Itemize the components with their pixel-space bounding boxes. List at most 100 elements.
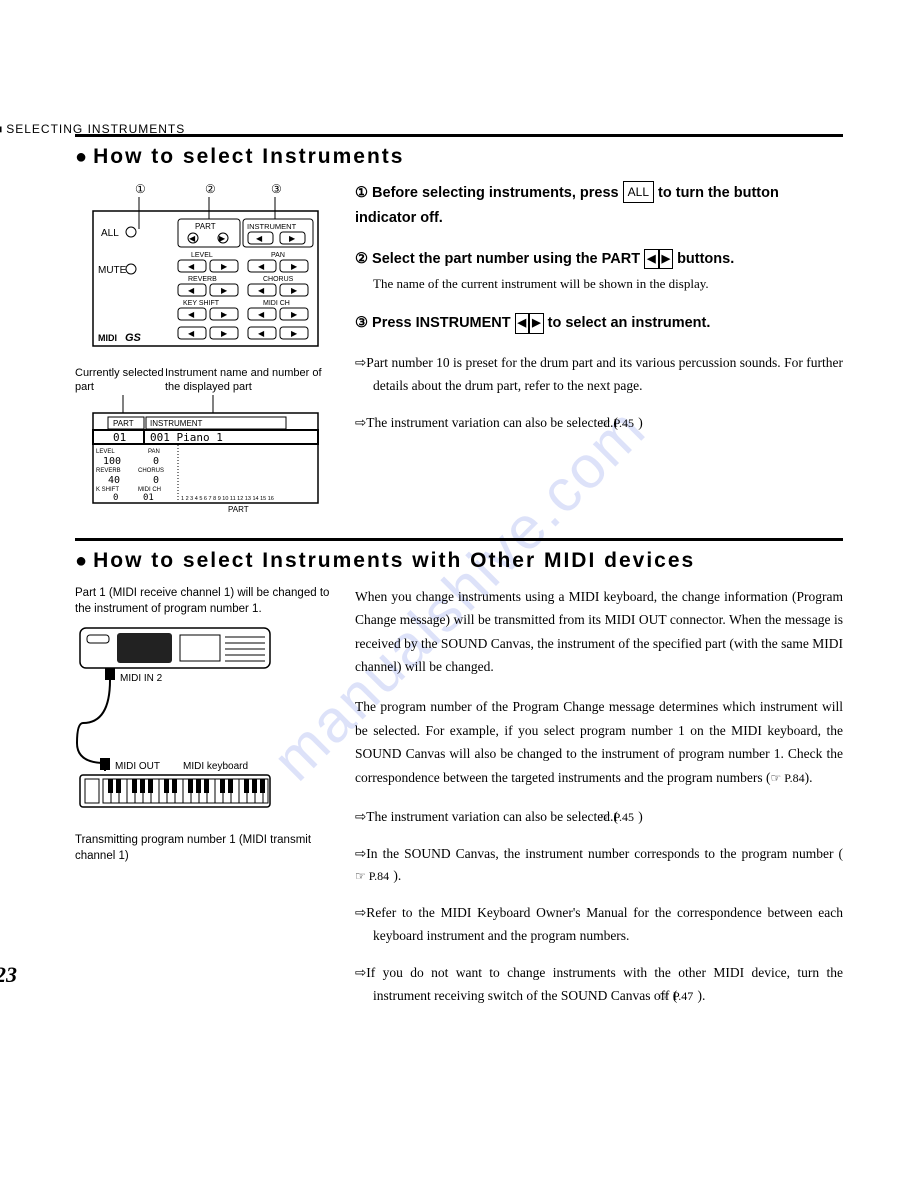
- svg-text:ALL: ALL: [101, 228, 119, 239]
- svg-text:▶: ▶: [221, 262, 228, 271]
- step-3-num: ③: [355, 311, 368, 336]
- svg-text:001 Piano 1: 001 Piano 1: [150, 431, 223, 444]
- step-1: ① Before selecting instruments, press AL…: [355, 181, 843, 231]
- svg-text:▶: ▶: [289, 234, 296, 243]
- svg-text:MUTE: MUTE: [98, 265, 127, 276]
- s2n1-ref: ☞ P.45: [618, 807, 638, 827]
- section1-note-2: ⇨The instrument variation can also be se…: [355, 412, 843, 435]
- s2n4-ref: ☞ P.47: [677, 986, 697, 1006]
- all-button-label: ALL: [623, 181, 654, 203]
- svg-text:◀: ◀: [258, 286, 265, 295]
- svg-text:0: 0: [153, 475, 159, 486]
- inst-arrows-label: ◀: [515, 313, 529, 334]
- svg-text:PART: PART: [228, 505, 249, 514]
- inst-arrows-label2: ▶: [529, 313, 543, 334]
- svg-text:01: 01: [143, 493, 154, 503]
- svg-text:◀: ◀: [256, 234, 263, 243]
- step-3: ③ Press INSTRUMENT ◀▶ to select an instr…: [355, 311, 843, 336]
- svg-text:INSTRUMENT: INSTRUMENT: [247, 222, 297, 231]
- divider-2: [75, 538, 843, 541]
- svg-text:PAN: PAN: [148, 449, 160, 455]
- svg-text:PAN: PAN: [271, 252, 285, 259]
- section2-left-column: Part 1 (MIDI receive channel 1) will be …: [75, 585, 335, 1023]
- display-caption-left: Currently selected part: [75, 366, 165, 395]
- svg-text:GS: GS: [125, 332, 142, 344]
- s2n1-pre: ⇨The instrument variation can also be se…: [355, 809, 618, 824]
- step-2-post: buttons.: [677, 251, 734, 267]
- section1-right-column: ① Before selecting instruments, press AL…: [355, 181, 843, 520]
- svg-text:REVERB: REVERB: [188, 276, 217, 283]
- svg-text:PART: PART: [195, 222, 216, 231]
- step-2: ② Select the part number using the PART …: [355, 247, 843, 296]
- lcd-display-diagram: PART INSTRUMENT 01 001 Piano 1 LEVEL PAN…: [83, 395, 323, 515]
- section2-note-2: ⇨In the SOUND Canvas, the instrument num…: [355, 843, 843, 889]
- svg-text:LEVEL: LEVEL: [191, 252, 213, 259]
- section2-caption: Part 1 (MIDI receive channel 1) will be …: [75, 585, 335, 617]
- svg-text:LEVEL: LEVEL: [96, 449, 115, 455]
- para2-post: ).: [805, 770, 813, 785]
- note2-ref: ☞ P.45: [618, 413, 638, 433]
- step-2-sub: The name of the current instrument will …: [373, 273, 843, 295]
- section1-note-1: ⇨Part number 10 is preset for the drum p…: [355, 352, 843, 398]
- svg-text:REVERB: REVERB: [96, 468, 121, 474]
- display-caption-right: Instrument name and number of the displa…: [165, 366, 335, 395]
- part-arrows-label: ◀: [644, 249, 658, 270]
- svg-text:▶: ▶: [221, 310, 228, 319]
- section1-left-column: ① ② ③ ALL MUTE PART ◀ ▶ INSTRUMENT: [75, 181, 335, 520]
- svg-text:▶: ▶: [291, 286, 298, 295]
- svg-text:▶: ▶: [291, 329, 298, 338]
- svg-text:40: 40: [108, 475, 120, 486]
- section1-title: How to select Instruments: [75, 145, 843, 169]
- part-arrows-label2: ▶: [659, 249, 673, 270]
- svg-text:1 2 3 4 5 6 7 8 9 10 11 12 13: 1 2 3 4 5 6 7 8 9 10 11 12 13 14 15 16: [181, 496, 274, 502]
- step-3-post: to select an instrument.: [548, 315, 711, 331]
- note2-pre: ⇨The instrument variation can also be se…: [355, 415, 618, 430]
- svg-text:▶: ▶: [221, 329, 228, 338]
- svg-text:◀: ◀: [258, 310, 265, 319]
- section2-note-3: ⇨Refer to the MIDI Keyboard Owner's Manu…: [355, 902, 843, 948]
- step-2-pre: Select the part number using the PART: [372, 251, 640, 267]
- section2-bottom-caption: Transmitting program number 1 (MIDI tran…: [75, 832, 335, 864]
- svg-text:▶: ▶: [221, 286, 228, 295]
- svg-text:◀: ◀: [258, 329, 265, 338]
- svg-text:MIDI IN 2: MIDI IN 2: [120, 673, 163, 684]
- step-2-num: ②: [355, 247, 368, 272]
- s2n1-post: ): [638, 809, 643, 824]
- note2-post: ): [638, 415, 643, 430]
- svg-text:CHORUS: CHORUS: [263, 276, 294, 283]
- svg-text:CHORUS: CHORUS: [138, 468, 164, 474]
- display-caption: Currently selected part Instrument name …: [75, 366, 335, 395]
- svg-text:MIDI OUT: MIDI OUT: [115, 761, 160, 772]
- svg-text:◀: ◀: [189, 234, 196, 243]
- svg-text:0: 0: [113, 493, 118, 503]
- svg-text:▶: ▶: [291, 310, 298, 319]
- svg-text:01: 01: [113, 431, 126, 444]
- svg-text:◀: ◀: [188, 329, 195, 338]
- step-3-pre: Press INSTRUMENT: [372, 315, 511, 331]
- page-number: 23: [0, 962, 763, 988]
- section2-note-1: ⇨The instrument variation can also be se…: [355, 806, 843, 829]
- step-1-pre: Before selecting instruments, press: [372, 185, 619, 201]
- svg-text:①: ①: [135, 182, 146, 196]
- midi-connection-diagram: MIDI IN 2 MIDI OUT MIDI keyboard: [75, 623, 275, 823]
- svg-text:◀: ◀: [188, 262, 195, 271]
- svg-text:③: ③: [271, 182, 282, 196]
- s2n4-post: ).: [698, 988, 706, 1003]
- section2-para-1: When you change instruments using a MIDI…: [355, 585, 843, 680]
- svg-text:②: ②: [205, 182, 216, 196]
- svg-text:▶: ▶: [291, 262, 298, 271]
- s2n2-pre: ⇨In the SOUND Canvas, the instrument num…: [355, 846, 843, 861]
- section2-para-2: The program number of the Program Change…: [355, 695, 843, 790]
- svg-text:100: 100: [103, 456, 121, 467]
- section2-right-column: When you change instruments using a MIDI…: [355, 585, 843, 1023]
- svg-text:MIDI: MIDI: [98, 333, 117, 343]
- s2n2-post: ).: [393, 868, 401, 883]
- svg-text:KEY SHIFT: KEY SHIFT: [183, 300, 220, 307]
- control-panel-diagram: ① ② ③ ALL MUTE PART ◀ ▶ INSTRUMENT: [83, 181, 323, 351]
- s2n2-ref: ☞ P.84: [373, 866, 393, 886]
- svg-text:▶: ▶: [219, 234, 226, 243]
- svg-text:INSTRUMENT: INSTRUMENT: [150, 419, 203, 428]
- divider: [75, 134, 843, 137]
- para2-ref: ☞ P.84: [770, 768, 804, 789]
- section2-title: How to select Instruments with Other MID…: [75, 549, 843, 573]
